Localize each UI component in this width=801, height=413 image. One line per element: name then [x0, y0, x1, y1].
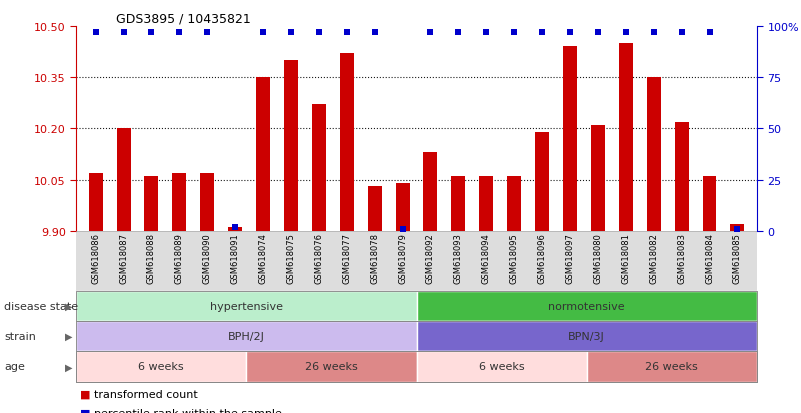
Text: strain: strain	[4, 331, 36, 342]
Text: GDS3895 / 10435821: GDS3895 / 10435821	[116, 12, 251, 25]
Bar	[340, 54, 354, 231]
Bar	[312, 105, 326, 231]
Bar	[200, 173, 214, 231]
Bar	[619, 44, 633, 231]
Text: age: age	[4, 361, 25, 372]
Text: ■: ■	[80, 408, 91, 413]
Text: percentile rank within the sample: percentile rank within the sample	[94, 408, 282, 413]
Bar	[172, 173, 187, 231]
Bar	[591, 126, 605, 231]
Text: ▶: ▶	[65, 361, 72, 372]
Text: ▶: ▶	[65, 301, 72, 311]
Bar	[256, 78, 270, 231]
Text: disease state: disease state	[4, 301, 78, 311]
Text: ▶: ▶	[65, 331, 72, 342]
Bar	[731, 225, 744, 231]
Text: 26 weeks: 26 weeks	[305, 361, 358, 372]
Bar	[646, 78, 661, 231]
Bar	[563, 47, 577, 231]
Text: 6 weeks: 6 weeks	[139, 361, 184, 372]
Text: normotensive: normotensive	[549, 301, 625, 311]
Bar	[117, 129, 131, 231]
Bar	[424, 153, 437, 231]
Bar	[535, 133, 549, 231]
Bar	[89, 173, 103, 231]
Text: BPN/3J: BPN/3J	[569, 331, 605, 342]
Bar	[452, 177, 465, 231]
Bar	[674, 122, 689, 231]
Text: hypertensive: hypertensive	[210, 301, 283, 311]
Text: 26 weeks: 26 weeks	[646, 361, 698, 372]
Bar	[144, 177, 159, 231]
Text: 6 weeks: 6 weeks	[479, 361, 525, 372]
Text: ■: ■	[80, 389, 91, 399]
Bar	[396, 184, 409, 231]
Text: BPH/2J: BPH/2J	[227, 331, 265, 342]
Bar	[368, 187, 381, 231]
Bar	[507, 177, 521, 231]
Bar	[228, 228, 242, 231]
Bar	[702, 177, 716, 231]
Bar	[284, 61, 298, 231]
Text: transformed count: transformed count	[94, 389, 198, 399]
Bar	[479, 177, 493, 231]
